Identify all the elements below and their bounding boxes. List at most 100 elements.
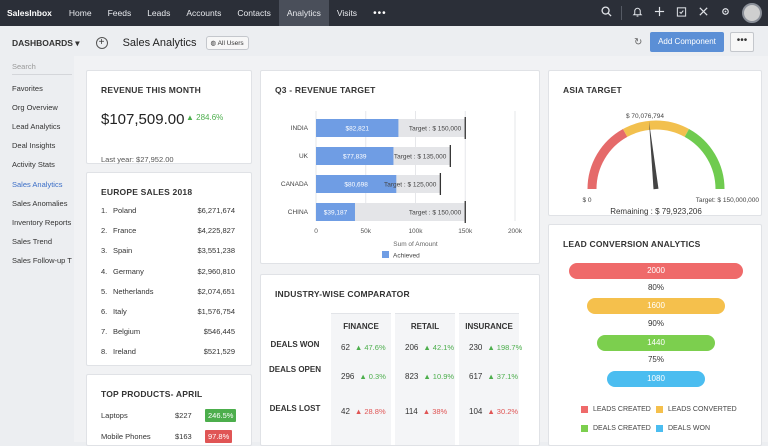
bell-icon[interactable]: [626, 6, 648, 20]
funnel-legend-item[interactable]: LEADS CONVERTED: [656, 406, 737, 413]
gauge-min-label: $ 0: [582, 197, 591, 204]
divider: [12, 74, 72, 75]
sidebar-item-deal-insights[interactable]: Deal Insights: [12, 141, 56, 150]
comparator-cell: 617 ▲ 37.1%: [469, 372, 518, 381]
funnel-bar[interactable]: 1440: [597, 335, 715, 351]
sidebar-item-sales-analytics[interactable]: Sales Analytics: [12, 180, 63, 189]
nav-feeds[interactable]: Feeds: [107, 8, 132, 18]
user-filter-badge[interactable]: ◍ All Users: [205, 36, 249, 50]
bar-value-label: $82,821: [345, 126, 369, 133]
tick-label: 0: [314, 228, 318, 235]
row-rank: 4.: [101, 266, 108, 276]
sidebar-search-input[interactable]: Search: [12, 62, 36, 71]
tick-label: 50k: [361, 228, 372, 235]
achieved-bar: [316, 175, 397, 193]
row-country: France: [113, 226, 137, 236]
plus-icon[interactable]: [648, 6, 670, 20]
cell-change: 0.3%: [368, 372, 386, 381]
sidebar-item-org-overview[interactable]: Org Overview: [12, 103, 58, 112]
comparator-cell: 230 ▲ 198.7%: [469, 343, 522, 352]
product-row[interactable]: Mobile Phones $163 97.8%: [101, 430, 241, 444]
legend-label: DEALS WON: [668, 425, 711, 432]
down-arrow-icon: ▲: [422, 407, 431, 416]
brand-logo[interactable]: SalesInbox: [7, 8, 52, 18]
up-arrow-icon: ▲: [354, 343, 363, 352]
funnel-bar[interactable]: 1600: [587, 298, 725, 314]
category-label: UK: [299, 153, 309, 160]
asia-target-card[interactable]: ASIA TARGET $ 70,076,794 $ 0 Target: $ 150…: [548, 70, 762, 216]
cell-change: 30.2%: [496, 407, 519, 416]
bar-value-label: $80,698: [344, 182, 368, 189]
dashboards-dropdown[interactable]: DASHBOARDS ▾: [12, 37, 80, 48]
up-arrow-icon: ▲: [423, 372, 431, 381]
gauge-remaining-label: Remaining : $ 79,923,206: [610, 207, 702, 216]
lead-title: LEAD CONVERSION ANALYTICS: [563, 239, 701, 249]
target-label: Target : $ 150,000: [409, 126, 462, 133]
asia-gauge-chart: $ 70,076,794 $ 0 Target: $ 150,000,000 Rema…: [582, 113, 759, 216]
funnel-legend-item[interactable]: DEALS CREATED: [581, 425, 651, 432]
sidebar-item-sales-follow-up[interactable]: Sales Follow-up Trends: [12, 256, 72, 265]
row-country: Belgium: [113, 327, 141, 337]
category-label: INDIA: [291, 125, 309, 132]
row-country: Germany: [113, 266, 144, 276]
up-arrow-icon: ▲: [186, 113, 194, 122]
category-label: CHINA: [288, 209, 309, 216]
dashboard-canvas: REVENUE THIS MONTH $107,509.00 ▲ 284.6% …: [74, 56, 768, 446]
row-rank: 7.: [101, 327, 108, 337]
sidebar-item-favorites[interactable]: Favorites: [12, 84, 43, 93]
up-arrow-icon: ▲: [487, 343, 495, 352]
row-rank: 2.: [101, 226, 108, 236]
nav-home[interactable]: Home: [68, 8, 92, 18]
revenue-card[interactable]: REVENUE THIS MONTH $107,509.00 ▲ 284.6% …: [86, 70, 252, 164]
refresh-icon[interactable]: ↻: [634, 37, 643, 48]
asia-title: ASIA TARGET: [563, 85, 622, 95]
row-rank: 5.: [101, 286, 108, 296]
sidebar-item-sales-anomalies[interactable]: Sales Anomalies: [12, 199, 68, 208]
up-arrow-icon: ▲: [359, 372, 367, 381]
settings-icon[interactable]: [714, 6, 736, 20]
nav-visits[interactable]: Visits: [336, 8, 358, 18]
add-dashboard-button[interactable]: +: [95, 37, 108, 49]
funnel-legend-item[interactable]: DEALS WON: [656, 425, 710, 432]
target-label: Target : $ 150,000: [409, 210, 462, 217]
funnel-conversion-pct: 90%: [647, 319, 664, 328]
industry-comparator-card[interactable]: INDUSTRY-WISE COMPARATOR FINANCE RETAIL IN…: [260, 274, 540, 446]
sidebar-item-lead-analytics[interactable]: Lead Analytics: [12, 122, 61, 131]
lead-conversion-card[interactable]: LEAD CONVERSION ANALYTICS 2000 1600 1440 10…: [548, 224, 762, 446]
comparator-cell: 42 ▲ 28.8%: [341, 407, 386, 416]
product-row[interactable]: Laptops $227 246.5%: [101, 409, 241, 423]
divider: [621, 6, 622, 20]
sidebar-item-sales-trend[interactable]: Sales Trend: [12, 237, 53, 246]
more-options-button[interactable]: •••: [730, 32, 754, 52]
nav-analytics[interactable]: Analytics: [278, 0, 329, 26]
funnel-bar[interactable]: 2000: [569, 263, 743, 279]
nav-more-button[interactable]: •••: [373, 7, 387, 19]
nav-contacts[interactable]: Contacts: [237, 8, 271, 18]
up-arrow-icon: ▲: [423, 343, 431, 352]
calendar-icon[interactable]: [670, 6, 692, 20]
row-value: $4,225,827: [197, 226, 235, 236]
search-icon[interactable]: [595, 6, 617, 20]
column-header: RETAIL: [410, 322, 440, 331]
funnel-bar[interactable]: 1080: [607, 371, 705, 387]
nav-accounts[interactable]: Accounts: [186, 8, 222, 18]
europe-sales-card[interactable]: EUROPE SALES 2018 1. Poland $6,271,674 2. Fr…: [86, 172, 252, 366]
up-arrow-icon: ▲: [487, 372, 495, 381]
sidebar-item-activity-stats[interactable]: Activity Stats: [12, 160, 55, 169]
q3-revenue-card[interactable]: Q3 - REVENUE TARGET 0 50k 100k 150k 200k INDI…: [260, 70, 540, 264]
add-component-button[interactable]: Add Component: [650, 32, 724, 52]
user-avatar[interactable]: [742, 3, 762, 23]
top-products-card[interactable]: TOP PRODUCTS- APRIL Laptops $227 246.5% Mob…: [86, 374, 252, 446]
legend-label: LEADS CREATED: [593, 406, 651, 413]
row-value: $6,271,674: [197, 206, 235, 215]
legend-swatch: [656, 406, 663, 413]
legend-swatch: [382, 251, 389, 258]
sidebar-item-inventory-reports[interactable]: Inventory Reports: [12, 218, 72, 227]
gauge-arc: [587, 128, 628, 190]
nav-leads[interactable]: Leads: [147, 8, 171, 18]
tools-icon[interactable]: [692, 6, 714, 20]
gauge-value-label: $ 70,076,794: [626, 113, 664, 120]
row-rank: 8.: [101, 347, 108, 357]
category-label: CANADA: [281, 181, 309, 188]
funnel-legend-item[interactable]: LEADS CREATED: [581, 406, 651, 413]
